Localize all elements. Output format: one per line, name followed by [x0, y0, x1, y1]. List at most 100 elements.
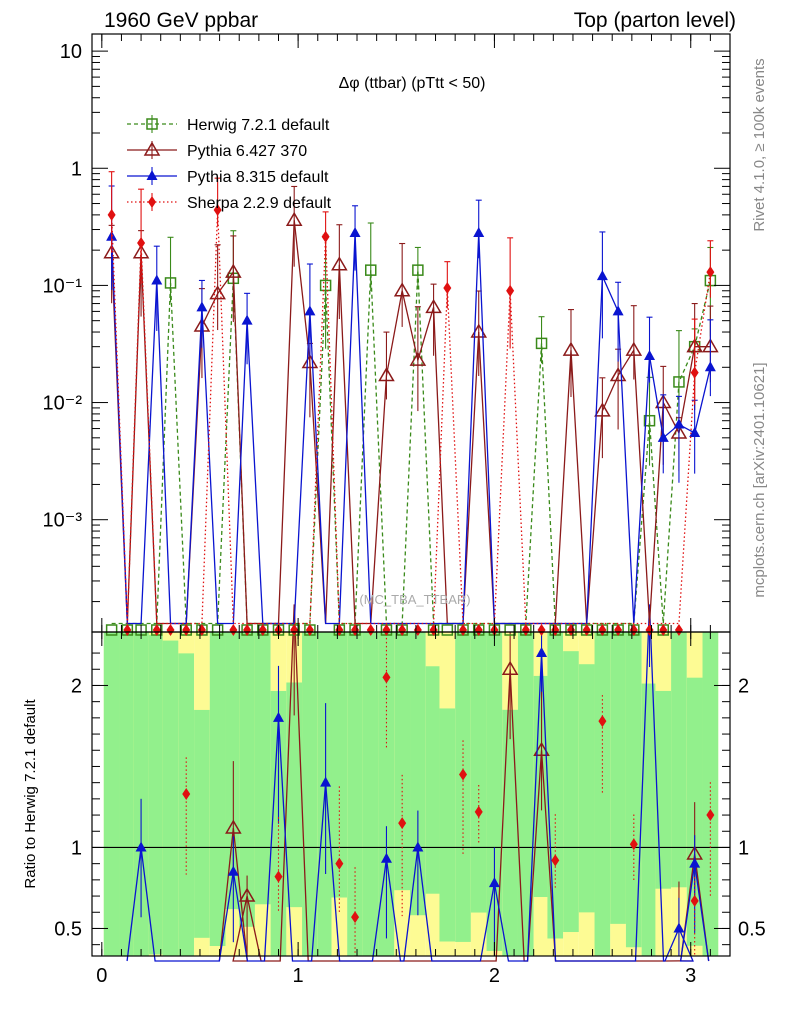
ratio-point [706, 809, 715, 822]
legend-item: Pythia 8.315 default [127, 167, 329, 186]
data-point [229, 624, 238, 636]
ratio-band-green [148, 634, 165, 955]
ratio-band-green [547, 632, 564, 939]
data-point [441, 624, 454, 636]
data-point [535, 337, 548, 350]
ratio-point [272, 711, 284, 722]
ratio-point [238, 887, 256, 902]
ratio-band-green [254, 632, 271, 905]
ratio-point [412, 841, 424, 852]
ratio-point [689, 857, 701, 868]
ratio-point [398, 817, 407, 830]
y-tick-label: 1 [71, 158, 82, 180]
data-point [137, 237, 146, 250]
ratio-point [335, 857, 344, 870]
series-line [110, 210, 712, 625]
ratio-point [536, 647, 548, 658]
data-point [659, 624, 668, 636]
data-point [305, 624, 314, 636]
ratio-point [274, 870, 283, 883]
ratio-point [320, 776, 332, 787]
y-tick-label: 10⁻³ [43, 510, 83, 532]
legend-marker [143, 141, 161, 156]
ratio-band-green [119, 632, 136, 956]
data-point [474, 624, 483, 636]
data-point [506, 284, 515, 297]
data-point [673, 418, 685, 429]
data-point [657, 431, 669, 442]
ratio-band-green [641, 683, 658, 956]
ratio-y-tick-label: 1 [71, 837, 82, 859]
data-point [594, 402, 611, 417]
legend-item: Pythia 6.427 370 [127, 141, 307, 160]
ratio-point [380, 852, 392, 863]
data-point [182, 624, 191, 636]
legend-marker [146, 170, 158, 180]
ratio-y-tick-label-right: 1 [738, 837, 749, 859]
data-point [105, 624, 118, 636]
ratio-point [227, 865, 239, 876]
x-tick-label: 2 [489, 965, 500, 987]
ratio-band-green [517, 632, 534, 956]
ratio-point [135, 841, 147, 852]
legend: Herwig 7.2.1 default Pythia 6.427 370 Pyth… [127, 115, 332, 212]
ratio-y-tick-label-right: 2 [738, 675, 749, 697]
ratio-band-green [702, 632, 719, 956]
legend-item: Sherpa 2.2.9 default [127, 193, 332, 212]
ratio-band-green [162, 640, 179, 956]
ratio-point [225, 819, 242, 834]
data-point [412, 264, 424, 276]
series-1 [103, 185, 719, 625]
ratio-band-green [362, 632, 379, 956]
data-point [521, 624, 530, 636]
ratio-point [459, 768, 468, 781]
data-point [393, 282, 411, 297]
data-point [166, 624, 175, 636]
data-point [290, 624, 299, 636]
ratio-band-green [347, 632, 363, 956]
ratio-point [551, 854, 560, 867]
data-point [706, 266, 715, 279]
data-point [243, 624, 252, 636]
ratio-series-layer [126, 604, 715, 962]
ratio-point [501, 660, 519, 676]
data-point [321, 230, 330, 243]
ratio-band-green [410, 632, 426, 916]
legend-item: Herwig 7.2.1 default [127, 115, 330, 134]
data-point [612, 305, 624, 316]
header-right-title: Top (parton level) [574, 9, 736, 32]
data-point [366, 624, 375, 636]
ratio-band-green [671, 632, 687, 888]
data-point [459, 624, 468, 636]
ratio-band-green [331, 632, 348, 898]
ratio-point [690, 894, 699, 907]
data-point [674, 624, 683, 636]
data-point [625, 341, 643, 356]
ratio-point [598, 715, 607, 728]
data-point [409, 351, 427, 366]
ratio-band-green [302, 632, 318, 956]
ratio-band-green [194, 709, 210, 938]
ratio-point [351, 911, 360, 924]
data-point [582, 624, 591, 636]
series-line [110, 220, 711, 625]
data-point [211, 624, 224, 636]
data-point [598, 624, 607, 636]
ratio-band-green [103, 632, 120, 956]
ratio-y-axis-label: Ratio to Herwig 7.2.1 default [22, 699, 39, 889]
ratio-band-green [439, 708, 456, 942]
data-point [225, 263, 242, 278]
ratio-y-tick-label-right: 0.5 [738, 918, 766, 940]
ratio-band-green [209, 632, 226, 947]
ratio-point [382, 671, 391, 684]
mcplots-label: mcplots.cern.ch [arXiv:2401.10621] [751, 362, 768, 597]
ratio-band-green [594, 632, 611, 956]
y-tick-label: 10 [60, 41, 82, 63]
data-point [241, 314, 253, 325]
data-point [504, 624, 516, 636]
ratio-y-tick-label: 2 [71, 675, 82, 697]
ratio-point [488, 877, 500, 888]
ratio-point [182, 788, 191, 800]
legend-label: Sherpa 2.2.9 default [187, 195, 332, 212]
ratio-y-tick-label: 0.5 [54, 918, 82, 940]
